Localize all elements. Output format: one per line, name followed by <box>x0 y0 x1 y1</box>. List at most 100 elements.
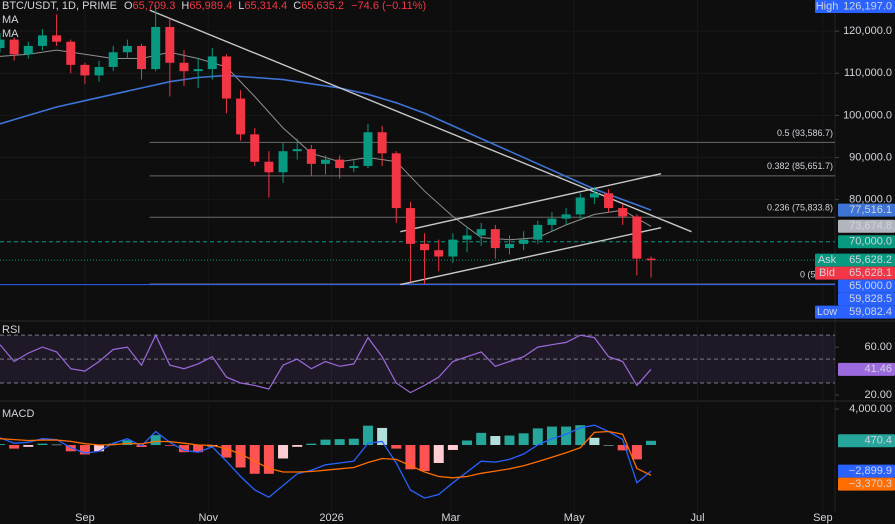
candle-body <box>108 52 118 67</box>
candle-body <box>0 39 5 49</box>
histogram-bar <box>278 445 289 459</box>
price-tag-label: 65,628.2 <box>849 254 892 266</box>
change: −74.6 (−0.11%) <box>351 0 426 12</box>
price-tag-label: 65,000.0 <box>849 280 892 292</box>
y-tick-label: 90,000.0 <box>849 151 892 163</box>
candle-body <box>221 56 231 99</box>
candle-body <box>476 229 486 236</box>
histogram-bar <box>546 426 557 446</box>
histogram-bar <box>362 425 373 446</box>
candle-body <box>561 214 571 219</box>
fib-label: 0.382 (85,651.7) <box>767 161 833 171</box>
histogram-bar <box>391 445 402 449</box>
candle-body <box>321 159 331 164</box>
price-tag <box>838 0 895 13</box>
price-tag-label: 59,828.5 <box>849 293 892 305</box>
price-tag <box>838 203 895 217</box>
histogram-bar <box>532 428 543 446</box>
candle-body <box>52 35 62 42</box>
histogram-bar <box>0 444 5 446</box>
axes: Sep Nov 2026 Mar May Jul Sep 120,000.0 110,000.0… <box>75 0 895 524</box>
price-tag-label: 73,674.8 <box>849 220 892 232</box>
symbol: BTC/USDT, 1D, PRIME <box>2 0 117 12</box>
price-tag-name-box <box>815 305 839 319</box>
trendline <box>400 227 662 286</box>
histogram-bar <box>518 433 529 446</box>
ma-label: MA <box>2 14 19 26</box>
x-tick-label: Jul <box>690 512 704 524</box>
candle-body <box>604 193 614 209</box>
candle-body <box>264 161 274 173</box>
candle-body <box>9 39 19 55</box>
candle-body <box>278 151 288 173</box>
y-tick-label: 4,000.00 <box>849 403 892 415</box>
candle-body <box>179 62 189 72</box>
legend-key: L <box>238 0 244 12</box>
candle-body <box>575 197 585 215</box>
rsi-pane <box>0 325 835 400</box>
histogram-bar <box>178 445 189 453</box>
legend-value: 65,709.3 <box>133 0 176 12</box>
y-tick-label: 120,000.0 <box>843 25 892 37</box>
rsi-title: RSI <box>2 324 20 336</box>
histogram-bar <box>235 445 246 468</box>
macd-line <box>0 424 652 499</box>
candle-body <box>405 208 415 244</box>
price-tag-label: 70,000.0 <box>849 236 892 248</box>
price-tag <box>838 235 895 249</box>
histogram-bar <box>221 445 232 458</box>
x-tick-label: 2026 <box>319 512 343 524</box>
candle-body <box>165 26 175 63</box>
histogram-bar <box>292 445 303 447</box>
histogram-bar <box>405 445 416 470</box>
histogram-bar <box>504 435 515 446</box>
y-tick-label: 80,000.0 <box>849 194 892 206</box>
price-tag-name-box <box>815 0 839 13</box>
candle-body <box>391 153 401 209</box>
histogram-bar <box>476 432 487 446</box>
candle-body <box>207 56 217 70</box>
candle-body <box>94 66 104 76</box>
candle-body <box>646 258 656 261</box>
candle-body <box>335 159 345 169</box>
macd-tag-label: 470.4 <box>864 435 892 447</box>
price-tag-name-box <box>815 253 839 267</box>
ma-label: MA <box>2 28 19 40</box>
candle-body <box>618 208 628 217</box>
histogram-bar <box>348 438 359 446</box>
y-tick-label: 60.00 <box>864 341 892 353</box>
price-tag-name: Bid <box>819 267 835 279</box>
y-tick-label: 20.00 <box>864 389 892 401</box>
candle-body <box>490 229 500 249</box>
histogram-bar <box>122 440 133 446</box>
candle-body <box>236 98 246 135</box>
price-tag <box>838 219 895 233</box>
price-tag <box>838 292 895 306</box>
histogram-bar <box>79 445 90 455</box>
rsi-tag-label: 41.46 <box>864 363 892 375</box>
macd-tag-label: −3,370.3 <box>849 478 892 490</box>
histogram-bar <box>462 440 473 446</box>
price-tag-label: 59,082.4 <box>849 306 892 318</box>
candle-body <box>533 224 543 240</box>
y-tick-label: 100,000.0 <box>843 109 892 121</box>
legend-value: 65,635.2 <box>301 0 344 12</box>
macd-pane <box>0 405 824 514</box>
price-tag-name: Low <box>817 306 837 318</box>
candle-body <box>250 134 260 162</box>
legend-value: 65,314.4 <box>244 0 287 12</box>
candle-body <box>547 218 557 225</box>
histogram-bar <box>377 427 388 446</box>
candle-body <box>80 64 90 76</box>
legend-key: O <box>124 0 133 12</box>
price-tag-name: High <box>816 0 839 12</box>
price-tag <box>838 266 895 280</box>
macd-tag-label: −2,899.9 <box>849 465 892 477</box>
x-tick-label: Sep <box>75 512 95 524</box>
trendline <box>400 173 662 233</box>
candle-body <box>37 35 47 46</box>
macd-tag <box>838 477 895 491</box>
candle-body <box>66 41 76 65</box>
candle-body <box>632 216 642 259</box>
